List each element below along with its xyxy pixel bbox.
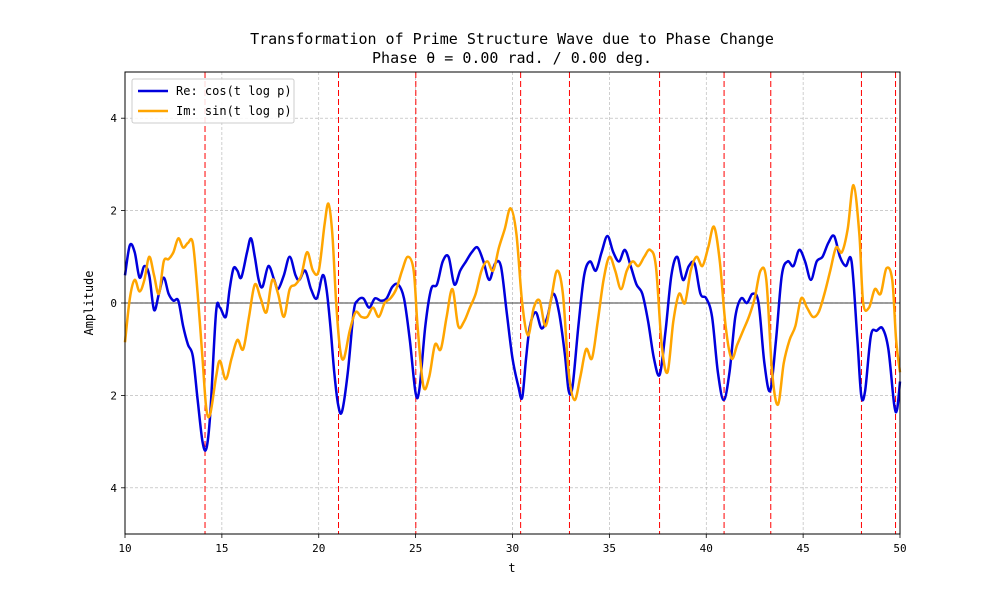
series-line-im bbox=[123, 183, 902, 419]
x-tick-label: 20 bbox=[312, 542, 325, 555]
y-axis: 4 2 0 2 4 bbox=[110, 112, 125, 495]
x-tick-label: 45 bbox=[797, 542, 810, 555]
x-tick-label: 35 bbox=[603, 542, 616, 555]
x-tick-label: 50 bbox=[893, 542, 906, 555]
legend: Re: cos(t log p) Im: sin(t log p) bbox=[131, 78, 295, 124]
y-tick-label: 4 bbox=[110, 482, 117, 495]
legend-box bbox=[131, 78, 295, 124]
x-tick-label: 30 bbox=[506, 542, 519, 555]
x-axis-label: t bbox=[508, 561, 515, 575]
legend-label-im: Im: sin(t log p) bbox=[176, 104, 292, 118]
chart-subtitle: Phase θ = 0.00 rad. / 0.00 deg. bbox=[372, 49, 652, 67]
series-lines bbox=[123, 183, 902, 452]
y-tick-label: 2 bbox=[110, 205, 117, 218]
x-tick-label: 40 bbox=[700, 542, 713, 555]
plot-area bbox=[123, 71, 902, 535]
y-tick-label: 4 bbox=[110, 112, 117, 125]
chart-title: Transformation of Prime Structure Wave d… bbox=[250, 30, 774, 48]
x-tick-label: 10 bbox=[118, 542, 131, 555]
x-tick-label: 15 bbox=[215, 542, 228, 555]
x-axis: 10 15 20 25 30 35 40 45 50 bbox=[118, 534, 907, 555]
y-axis-label: Amplitude bbox=[82, 270, 96, 335]
y-tick-label: 2 bbox=[110, 389, 117, 402]
legend-label-re: Re: cos(t log p) bbox=[176, 84, 292, 98]
y-tick-label: 0 bbox=[110, 297, 117, 310]
x-tick-label: 25 bbox=[409, 542, 422, 555]
